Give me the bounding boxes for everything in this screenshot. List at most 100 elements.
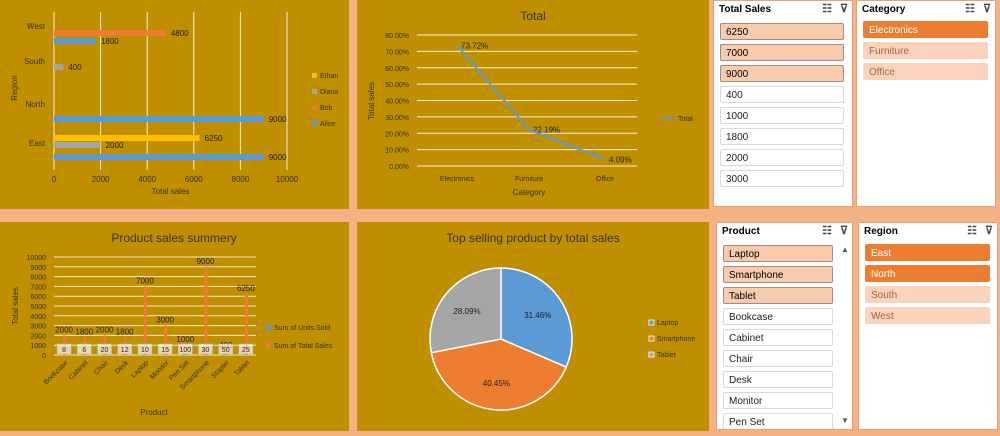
slicer-scrollbar[interactable]: ▲ ▼ [841,245,850,425]
category-label: East [29,139,46,148]
data-label: 400 [68,63,82,72]
y-tick-label: 0.00% [389,164,409,171]
slicer-item-cabinet[interactable]: Cabinet [723,329,833,346]
x-axis-title: Total sales [152,187,190,196]
chart-title: Product sales summery [111,231,236,245]
bar-sales [205,267,208,355]
slicer-item-3000[interactable]: 3000 [720,170,844,187]
clear-filter-icon[interactable]: ⊽ [840,225,848,237]
region-slicer: Region ☷ ⊽ East North South West [858,222,998,430]
x-tick-label: Electronics [440,176,475,183]
slicer-item-east[interactable]: East [865,244,990,261]
legend-marker [649,352,654,357]
y-tick-label: 7000 [30,284,46,291]
y-tick-label: 70.00% [385,49,409,56]
chart-title: Total [520,9,545,23]
multi-select-icon[interactable]: ☷ [822,3,832,15]
data-label: 1000 [176,335,194,344]
product-slicer-header: Product ☷⊽ [717,223,852,241]
x-axis-title: Product [140,408,168,417]
unit-data-label: 8 [62,347,66,354]
slicer-item-furniture[interactable]: Furniture [863,42,988,59]
legend-label: Diana [320,89,338,96]
scroll-up-icon[interactable]: ▲ [841,245,849,254]
multi-select-icon[interactable]: ☷ [822,225,832,237]
slicer-item-9000[interactable]: 9000 [720,65,844,82]
slicer-item-2000[interactable]: 2000 [720,149,844,166]
slicer-item-pen-set[interactable]: Pen Set [723,413,833,430]
data-label: 2000 [106,141,124,150]
data-label: 7000 [136,276,154,285]
clear-filter-icon[interactable]: ⊽ [983,3,991,15]
legend-marker [312,89,317,94]
slicer-item-7000[interactable]: 7000 [720,44,844,61]
chart-title: Top selling product by total sales [446,231,619,245]
y-tick-label: 3000 [30,324,46,331]
x-tick-label: Furniture [515,176,543,183]
legend-label: Laptop [657,320,679,327]
slicer-item-1000[interactable]: 1000 [720,107,844,124]
x-tick-label: Tablet [233,359,251,377]
y-tick-label: 10.00% [385,148,409,155]
bar-alice [54,154,264,160]
scroll-down-icon[interactable]: ▼ [841,416,849,425]
category-label: South [24,57,45,66]
clear-filter-icon[interactable]: ⊽ [985,225,993,237]
slicer-item-south[interactable]: South [865,286,990,303]
slicer-title: Total Sales [719,4,771,15]
y-tick-label: 5000 [30,304,46,311]
slicer-item-tablet[interactable]: Tablet [723,287,833,304]
data-label: 3000 [156,316,174,325]
slicer-item-chair[interactable]: Chair [723,350,833,367]
x-axis-title: Category [513,188,545,197]
slicer-item-1800[interactable]: 1800 [720,128,844,145]
data-label: 9000 [197,257,215,266]
data-label: 28.09% [453,307,480,316]
top-product-pie-panel[interactable]: Top selling product by total sales 31.46%… [357,222,709,431]
total-sales-slicer-header: Total Sales ☷ ⊽ [714,1,852,19]
y-tick-label: 10000 [27,255,47,262]
legend-label: Tablet [657,352,676,359]
slicer-item-north[interactable]: North [865,265,990,282]
legend-label: Ethan [320,73,338,80]
multi-select-icon[interactable]: ☷ [965,3,975,15]
slicer-item-office[interactable]: Office [863,63,988,80]
slicer-title: Region [864,226,898,237]
x-tick-label: Bookcase [43,359,70,386]
x-tick-label: 4000 [138,175,156,184]
unit-data-label: 30 [202,347,210,354]
slicer-item-laptop[interactable]: Laptop [723,245,833,262]
slicer-item-electronics[interactable]: Electronics [863,21,988,38]
slicer-item-smartphone[interactable]: Smartphone [723,266,833,283]
data-label: 6250 [237,284,255,293]
bar-diana [54,142,101,148]
legend-label: Total [678,116,693,123]
legend-label: Smartphone [657,336,695,343]
y-tick-label: 60.00% [385,66,409,73]
data-label: 1800 [116,327,134,336]
slicer-item-6250[interactable]: 6250 [720,23,844,40]
data-label: 6250 [205,134,223,143]
x-tick-label: Stapler [210,359,231,380]
unit-data-label: 25 [242,347,250,354]
unit-data-label: 50 [222,347,230,354]
slicer-item-desk[interactable]: Desk [723,371,833,388]
y-tick-label: 0 [42,353,46,360]
data-label: 31.46% [524,311,551,320]
legend-marker [266,343,271,348]
y-tick-label: 1000 [30,343,46,350]
clear-filter-icon[interactable]: ⊽ [840,3,848,15]
y-tick-label: 8000 [30,275,46,282]
x-tick-label: 10000 [276,175,299,184]
slicer-item-bookcase[interactable]: Bookcase [723,308,833,325]
slicer-item-west[interactable]: West [865,307,990,324]
multi-select-icon[interactable]: ☷ [967,225,977,237]
slicer-item-400[interactable]: 400 [720,86,844,103]
unit-data-label: 10 [141,347,149,354]
slicer-item-monitor[interactable]: Monitor [723,392,833,409]
